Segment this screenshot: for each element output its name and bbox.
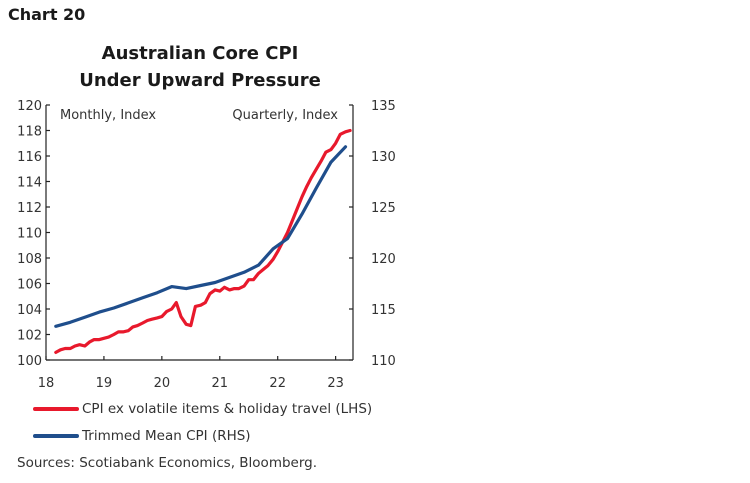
y-tick-label-left: 104 [17,303,42,318]
x-tick-label: 18 [38,376,55,391]
y-tick-label-left: 112 [17,201,42,216]
y-tick-label-left: 108 [17,252,42,267]
sources-note: Sources: Scotiabank Economics, Bloomberg… [17,455,318,471]
legend-item-trimmed-mean: Trimmed Mean CPI (RHS) [33,428,251,444]
y-tick-label-left: 100 [17,354,42,369]
y-tick-label-left: 116 [17,150,42,165]
x-tick-label: 19 [96,376,113,391]
y-tick-label-left: 110 [17,227,42,242]
chart-number: Chart 20 [8,5,86,24]
legend-item-cpi-ex-volatile: CPI ex volatile items & holiday travel (… [33,401,372,417]
y-tick-label-left: 114 [17,176,42,191]
x-tick-label: 23 [327,376,344,391]
y-tick-label-left: 118 [17,125,42,140]
x-tick-label: 20 [154,376,171,391]
y-tick-label-right: 120 [371,252,396,267]
chart-title-line-2: Under Upward Pressure [79,70,321,91]
right-axis-label: Quarterly, Index [232,108,338,123]
y-tick-label-right: 115 [371,303,396,318]
y-tick-label-right: 125 [371,201,396,216]
y-tick-label-right: 130 [371,150,396,165]
legend-swatch-red [33,407,79,411]
x-tick-label: 22 [269,376,286,391]
series-line-trimmed-mean [54,145,348,328]
legend-label: Trimmed Mean CPI (RHS) [82,428,251,444]
y-tick-label-right: 110 [371,354,396,369]
legend-swatch-blue [33,434,79,438]
series-line-cpi-ex-volatile [54,128,352,354]
x-tick-label: 21 [212,376,229,391]
y-tick-label-right: 135 [371,99,396,114]
left-axis-label: Monthly, Index [60,108,156,123]
chart-title-line-1: Australian Core CPI [101,43,299,64]
y-tick-label-left: 106 [17,278,42,293]
y-tick-label-left: 102 [17,329,42,344]
legend-label: CPI ex volatile items & holiday travel (… [82,401,373,417]
y-tick-label-left: 120 [17,99,42,114]
